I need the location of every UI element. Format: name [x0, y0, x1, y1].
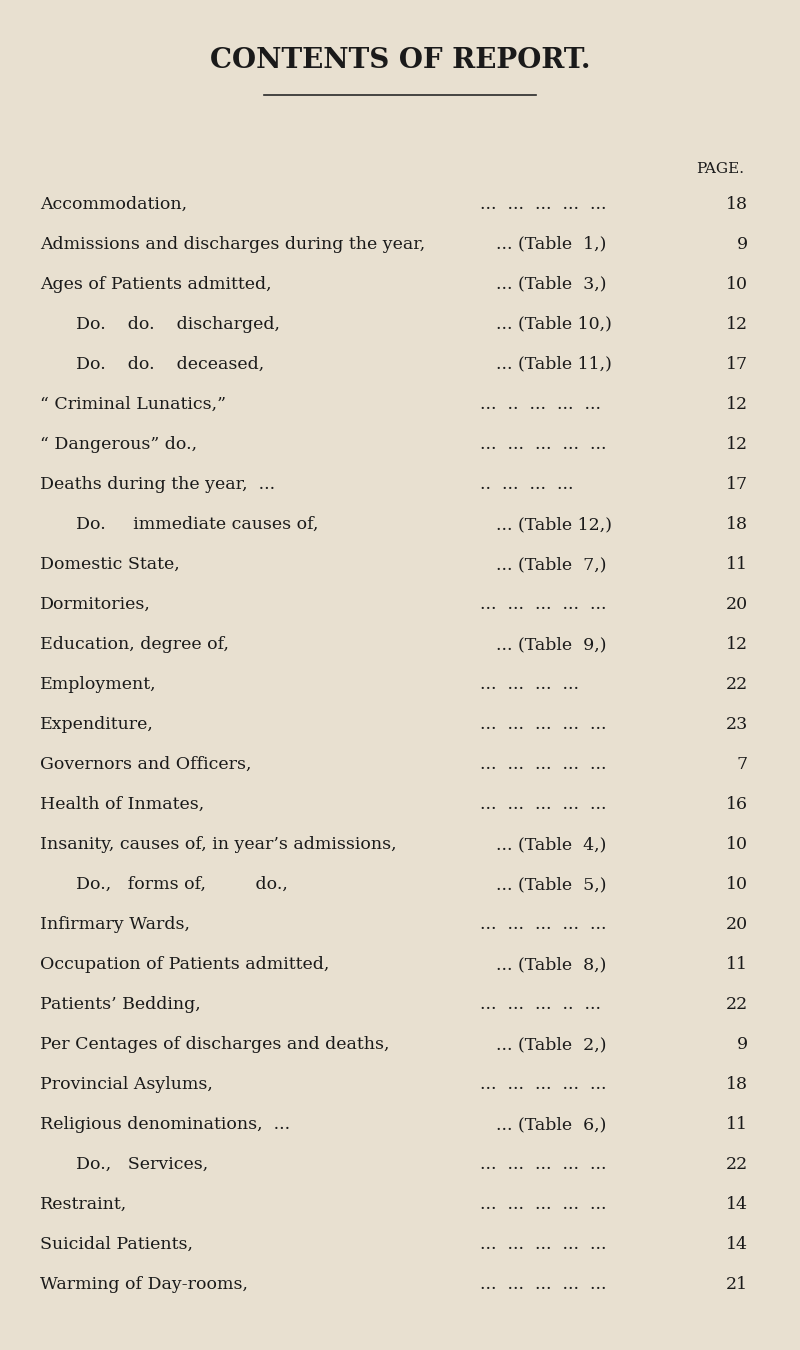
Text: Health of Inmates,: Health of Inmates, — [40, 796, 204, 813]
Text: Education, degree of,: Education, degree of, — [40, 636, 229, 653]
Text: 22: 22 — [726, 676, 748, 693]
Text: 12: 12 — [726, 396, 748, 413]
Text: Domestic State,: Domestic State, — [40, 556, 180, 572]
Text: ... (Table 12,): ... (Table 12,) — [496, 516, 612, 533]
Text: ...  ...  ...  ...  ...: ... ... ... ... ... — [480, 1196, 606, 1214]
Text: ...  ...  ...  ...  ...: ... ... ... ... ... — [480, 917, 606, 933]
Text: 10: 10 — [726, 275, 748, 293]
Text: Restraint,: Restraint, — [40, 1196, 127, 1214]
Text: ...  ...  ...  ...  ...: ... ... ... ... ... — [480, 595, 606, 613]
Text: 9: 9 — [737, 1037, 748, 1053]
Text: ... (Table  8,): ... (Table 8,) — [496, 956, 606, 973]
Text: ... (Table  7,): ... (Table 7,) — [496, 556, 606, 572]
Text: 9: 9 — [737, 236, 748, 252]
Text: 14: 14 — [726, 1237, 748, 1253]
Text: ...  ...  ...  ...: ... ... ... ... — [480, 676, 579, 693]
Text: Do.    do.    discharged,: Do. do. discharged, — [76, 316, 280, 333]
Text: 10: 10 — [726, 876, 748, 894]
Text: Insanity, causes of, in year’s admissions,: Insanity, causes of, in year’s admission… — [40, 836, 397, 853]
Text: Religious denominations,  ...: Religious denominations, ... — [40, 1116, 290, 1133]
Text: Do.    do.    deceased,: Do. do. deceased, — [76, 356, 264, 373]
Text: Suicidal Patients,: Suicidal Patients, — [40, 1237, 193, 1253]
Text: Do.,   Services,: Do., Services, — [76, 1156, 208, 1173]
Text: ...  ...  ...  ...  ...: ... ... ... ... ... — [480, 1276, 606, 1293]
Text: 22: 22 — [726, 996, 748, 1012]
Text: 14: 14 — [726, 1196, 748, 1214]
Text: Admissions and discharges during the year,: Admissions and discharges during the yea… — [40, 236, 426, 252]
Text: ... (Table 11,): ... (Table 11,) — [496, 356, 612, 373]
Text: Employment,: Employment, — [40, 676, 157, 693]
Text: Infirmary Wards,: Infirmary Wards, — [40, 917, 190, 933]
Text: 17: 17 — [726, 356, 748, 373]
Text: ... (Table  1,): ... (Table 1,) — [496, 236, 606, 252]
Text: 11: 11 — [726, 956, 748, 973]
Text: 12: 12 — [726, 436, 748, 452]
Text: “ Criminal Lunatics,”: “ Criminal Lunatics,” — [40, 396, 226, 413]
Text: 12: 12 — [726, 316, 748, 333]
Text: PAGE.: PAGE. — [696, 162, 744, 176]
Text: ...  ...  ...  ...  ...: ... ... ... ... ... — [480, 1076, 606, 1094]
Text: ...  ...  ...  ...  ...: ... ... ... ... ... — [480, 796, 606, 813]
Text: 10: 10 — [726, 836, 748, 853]
Text: ... (Table  6,): ... (Table 6,) — [496, 1116, 606, 1133]
Text: 20: 20 — [726, 595, 748, 613]
Text: Per Centages of discharges and deaths,: Per Centages of discharges and deaths, — [40, 1037, 390, 1053]
Text: Ages of Patients admitted,: Ages of Patients admitted, — [40, 275, 272, 293]
Text: Patients’ Bedding,: Patients’ Bedding, — [40, 996, 201, 1012]
Text: 16: 16 — [726, 796, 748, 813]
Text: 18: 18 — [726, 196, 748, 213]
Text: CONTENTS OF REPORT.: CONTENTS OF REPORT. — [210, 47, 590, 74]
Text: ...  ...  ...  ...  ...: ... ... ... ... ... — [480, 756, 606, 774]
Text: Do.     immediate causes of,: Do. immediate causes of, — [76, 516, 318, 533]
Text: ...  ...  ...  ...  ...: ... ... ... ... ... — [480, 196, 606, 213]
Text: ... (Table  2,): ... (Table 2,) — [496, 1037, 606, 1053]
Text: Deaths during the year,  ...: Deaths during the year, ... — [40, 477, 275, 493]
Text: Accommodation,: Accommodation, — [40, 196, 187, 213]
Text: 18: 18 — [726, 1076, 748, 1094]
Text: 23: 23 — [726, 716, 748, 733]
Text: 22: 22 — [726, 1156, 748, 1173]
Text: Do.,   forms of,         do.,: Do., forms of, do., — [76, 876, 288, 894]
Text: 21: 21 — [726, 1276, 748, 1293]
Text: 17: 17 — [726, 477, 748, 493]
Text: Expenditure,: Expenditure, — [40, 716, 154, 733]
Text: ...  ...  ...  ...  ...: ... ... ... ... ... — [480, 716, 606, 733]
Text: ...  ..  ...  ...  ...: ... .. ... ... ... — [480, 396, 601, 413]
Text: Warming of Day-rooms,: Warming of Day-rooms, — [40, 1276, 248, 1293]
Text: ... (Table 10,): ... (Table 10,) — [496, 316, 612, 333]
Text: 12: 12 — [726, 636, 748, 653]
Text: 20: 20 — [726, 917, 748, 933]
Text: ...  ...  ...  ..  ...: ... ... ... .. ... — [480, 996, 601, 1012]
Text: 18: 18 — [726, 516, 748, 533]
Text: 7: 7 — [737, 756, 748, 774]
Text: ..  ...  ...  ...: .. ... ... ... — [480, 477, 574, 493]
Text: ... (Table  3,): ... (Table 3,) — [496, 275, 606, 293]
Text: ... (Table  5,): ... (Table 5,) — [496, 876, 606, 894]
Text: ...  ...  ...  ...  ...: ... ... ... ... ... — [480, 436, 606, 452]
Text: 11: 11 — [726, 1116, 748, 1133]
Text: ... (Table  4,): ... (Table 4,) — [496, 836, 606, 853]
Text: ... (Table  9,): ... (Table 9,) — [496, 636, 606, 653]
Text: 11: 11 — [726, 556, 748, 572]
Text: Occupation of Patients admitted,: Occupation of Patients admitted, — [40, 956, 330, 973]
Text: Governors and Officers,: Governors and Officers, — [40, 756, 251, 774]
Text: ...  ...  ...  ...  ...: ... ... ... ... ... — [480, 1156, 606, 1173]
Text: Dormitories,: Dormitories, — [40, 595, 151, 613]
Text: ...  ...  ...  ...  ...: ... ... ... ... ... — [480, 1237, 606, 1253]
Text: Provincial Asylums,: Provincial Asylums, — [40, 1076, 213, 1094]
Text: “ Dangerous” do.,: “ Dangerous” do., — [40, 436, 197, 452]
